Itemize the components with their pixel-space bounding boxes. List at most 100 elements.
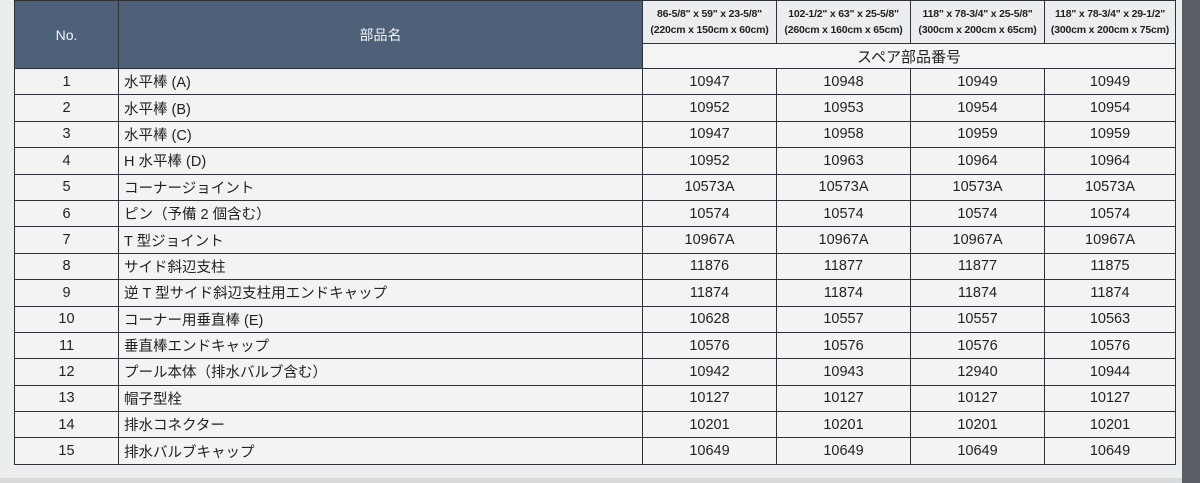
spare-part-number: 10127 — [1044, 384, 1176, 413]
spare-part-number: 10574 — [1044, 199, 1176, 228]
table-row: 13 帽子型栓 10127 10127 10127 10127 — [14, 384, 1176, 413]
size-inch: 102-1/2" x 63" x 25-5/8" — [788, 8, 899, 20]
spare-part-number: 11877 — [776, 252, 911, 281]
spare-part-number: 10576 — [910, 331, 1045, 360]
part-name: コーナー用垂直棒 (E) — [118, 305, 643, 333]
header-part-name: 部品名 — [118, 0, 643, 69]
row-number: 11 — [14, 331, 119, 360]
spare-part-number: 10958 — [776, 120, 911, 149]
table-row: 5 コーナージョイント 10573A 10573A 10573A 10573A — [14, 173, 1176, 201]
header-size-1: 86-5/8" x 59" x 23-5/8" (220cm x 150cm x … — [642, 0, 777, 44]
spare-part-number: 10963 — [776, 147, 911, 175]
row-number: 3 — [14, 120, 119, 149]
spare-part-number: 10949 — [1044, 67, 1176, 96]
spare-part-number: 10964 — [1044, 147, 1176, 175]
spare-part-number: 10573A — [910, 173, 1045, 201]
row-number: 12 — [14, 358, 119, 386]
part-name: T 型ジョイント — [118, 226, 643, 254]
spare-part-number: 10947 — [642, 67, 777, 96]
part-name: 水平棒 (A) — [118, 67, 643, 96]
row-number: 2 — [14, 94, 119, 122]
spare-part-number: 10649 — [642, 437, 777, 465]
spare-part-number: 10953 — [776, 94, 911, 122]
size-cm: (300cm x 200cm x 65cm) — [918, 24, 1037, 36]
header-no: No. — [14, 0, 119, 69]
row-number: 14 — [14, 411, 119, 439]
spare-part-number: 10201 — [910, 411, 1045, 439]
spare-part-number: 10959 — [910, 120, 1045, 149]
row-number: 1 — [14, 67, 119, 96]
spare-part-number: 10557 — [910, 305, 1045, 333]
spare-part-number: 10964 — [910, 147, 1045, 175]
spare-parts-table: No. 部品名 86-5/8" x 59" x 23-5/8" (220cm x … — [14, 0, 1176, 465]
row-number: 5 — [14, 173, 119, 201]
part-name: 水平棒 (C) — [118, 120, 643, 149]
spare-part-number: 10573A — [1044, 173, 1176, 201]
spare-part-number: 10949 — [910, 67, 1045, 96]
spare-part-number: 10649 — [1044, 437, 1176, 465]
part-name: 帽子型栓 — [118, 384, 643, 413]
table-row: 6 ピン（予備 2 個含む） 10574 10574 10574 10574 — [14, 199, 1176, 228]
header-size-2: 102-1/2" x 63" x 25-5/8" (260cm x 160cm x… — [776, 0, 911, 44]
spare-part-number: 11874 — [910, 279, 1045, 307]
spare-part-number: 10576 — [642, 331, 777, 360]
spare-part-number: 11874 — [776, 279, 911, 307]
header-size-4: 118" x 78-3/4" x 29-1/2" (300cm x 200cm x… — [1044, 0, 1176, 44]
size-cm: (300cm x 200cm x 75cm) — [1050, 24, 1170, 36]
spare-part-number: 10563 — [1044, 305, 1176, 333]
part-name: サイド斜辺支柱 — [118, 252, 643, 281]
spare-part-number: 10952 — [642, 94, 777, 122]
part-name: コーナージョイント — [118, 173, 643, 201]
size-inch: 118" x 78-3/4" x 25-5/8" — [922, 8, 1033, 20]
size-cm: (260cm x 160cm x 65cm) — [784, 24, 903, 36]
spare-part-number: 11877 — [910, 252, 1045, 281]
row-number: 10 — [14, 305, 119, 333]
table-row: 1 水平棒 (A) 10947 10948 10949 10949 — [14, 67, 1176, 96]
spare-part-number: 11876 — [642, 252, 777, 281]
spare-part-number: 10201 — [1044, 411, 1176, 439]
spare-part-number: 10576 — [776, 331, 911, 360]
spare-part-number: 10967A — [642, 226, 777, 254]
table-row: 14 排水コネクター 10201 10201 10201 10201 — [14, 411, 1176, 439]
part-name: 排水バルブキャップ — [118, 437, 643, 465]
spare-part-number: 10967A — [1044, 226, 1176, 254]
spare-part-number: 10954 — [910, 94, 1045, 122]
table-row: 15 排水バルブキャップ 10649 10649 10649 10649 — [14, 437, 1176, 465]
header-spare-parts-number: スペア部品番号 — [642, 43, 1176, 69]
part-name: 逆 T 型サイド斜辺支柱用エンドキャップ — [118, 279, 643, 307]
spare-part-number: 10947 — [642, 120, 777, 149]
spare-part-number: 10574 — [910, 199, 1045, 228]
spare-part-number: 10942 — [642, 358, 777, 386]
spare-part-number: 10952 — [642, 147, 777, 175]
page-edge — [1182, 0, 1200, 483]
spare-part-number: 10574 — [642, 199, 777, 228]
spare-part-number: 10954 — [1044, 94, 1176, 122]
table-row: 12 プール本体（排水バルブ含む） 10942 10943 12940 10944 — [14, 358, 1176, 386]
spare-part-number: 10573A — [642, 173, 777, 201]
spare-part-number: 10967A — [910, 226, 1045, 254]
spare-part-number: 10127 — [776, 384, 911, 413]
spare-part-number: 10573A — [776, 173, 911, 201]
header-size-3: 118" x 78-3/4" x 25-5/8" (300cm x 200cm x… — [910, 0, 1045, 44]
spare-part-number: 10944 — [1044, 358, 1176, 386]
part-name: プール本体（排水バルブ含む） — [118, 358, 643, 386]
row-number: 4 — [14, 147, 119, 175]
row-number: 15 — [14, 437, 119, 465]
table-row: 11 垂直棒エンドキャップ 10576 10576 10576 10576 — [14, 331, 1176, 360]
spare-part-number: 10649 — [776, 437, 911, 465]
spare-part-number: 10628 — [642, 305, 777, 333]
part-name: 水平棒 (B) — [118, 94, 643, 122]
size-inch: 86-5/8" x 59" x 23-5/8" — [657, 8, 762, 20]
table-row: 8 サイド斜辺支柱 11876 11877 11877 11875 — [14, 252, 1176, 281]
spare-part-number: 11874 — [1044, 279, 1176, 307]
row-number: 7 — [14, 226, 119, 254]
spare-part-number: 10201 — [776, 411, 911, 439]
spare-part-number: 10959 — [1044, 120, 1176, 149]
spare-part-number: 10948 — [776, 67, 911, 96]
part-name: 垂直棒エンドキャップ — [118, 331, 643, 360]
spare-part-number: 10576 — [1044, 331, 1176, 360]
spare-part-number: 12940 — [910, 358, 1045, 386]
spare-part-number: 10967A — [776, 226, 911, 254]
